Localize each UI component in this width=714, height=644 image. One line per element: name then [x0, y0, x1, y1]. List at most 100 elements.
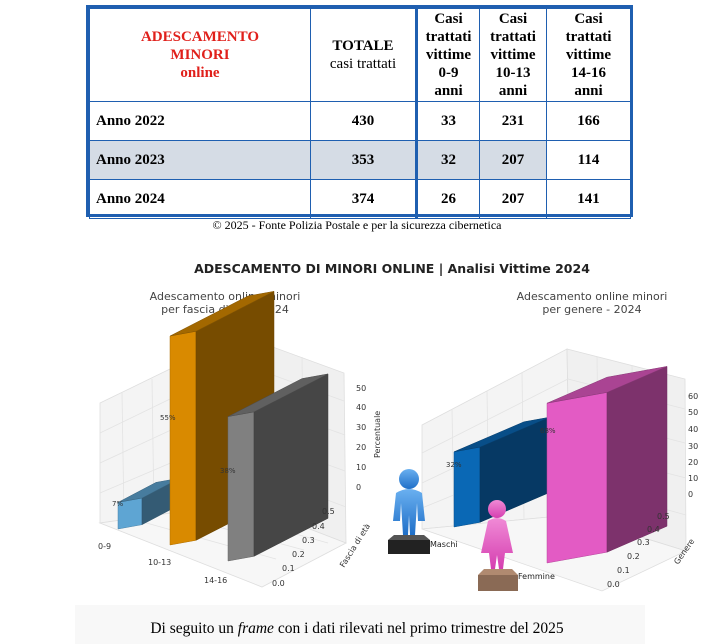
female-figure-icon — [478, 500, 518, 591]
table-title-line: MINORI — [170, 47, 230, 63]
col-header-0-9: Casi trattati vittime 0-9 anni — [416, 8, 480, 102]
age-z-tick: 0 — [356, 483, 361, 492]
table-row: Anno 2024 374 26 207 141 — [89, 179, 631, 219]
age-z-axis-label: Percentuale — [373, 411, 382, 458]
gender-y-tick: 0.3 — [637, 538, 650, 547]
col-header-line: Casi — [574, 11, 603, 27]
gender-z-tick: 30 — [688, 442, 698, 451]
cell-0-9: 33 — [416, 101, 480, 141]
gender-data-label: 68% — [540, 427, 556, 435]
gender-y-tick: 0.1 — [617, 566, 630, 575]
age-bars — [117, 290, 329, 562]
gender-bar — [453, 416, 551, 528]
age-y-tick: 0.4 — [312, 522, 325, 531]
chart-title-gender: Adescamento online minori per genere - 2… — [472, 290, 712, 316]
row-label: Anno 2022 — [89, 101, 311, 141]
age-z-tick: 40 — [356, 403, 366, 412]
gender-z-tick: 0 — [688, 490, 693, 499]
age-y-tick: 0.1 — [282, 564, 295, 573]
age-data-label: 7% — [112, 500, 123, 508]
age-z-tick: 20 — [356, 443, 366, 452]
bottom-paragraph: Di seguito un frame con i dati rilevati … — [0, 620, 714, 638]
age-z-tick: 10 — [356, 463, 366, 472]
col-header-line: anni — [434, 83, 463, 99]
table-title-line: ADESCAMENTO — [140, 29, 260, 45]
col-header-line: trattati — [425, 29, 472, 45]
victims-table: ADESCAMENTO MINORI online TOTALE casi tr… — [86, 5, 633, 219]
bottom-text-suffix: con i dati rilevati nel primo trimestre … — [273, 620, 564, 637]
female-figure-label: Femmine — [518, 572, 555, 581]
cell-0-9: 32 — [416, 140, 480, 180]
age-y-tick: 0.5 — [322, 507, 335, 516]
age-y-tick: 0.0 — [272, 579, 285, 588]
bottom-strip — [75, 605, 645, 644]
table-title-cell: ADESCAMENTO MINORI online — [89, 8, 311, 102]
col-header-line: 0-9 — [438, 65, 459, 81]
cell-0-9: 26 — [416, 179, 480, 219]
col-header-line: anni — [498, 83, 528, 99]
col-header-line: vittime — [566, 47, 611, 63]
age-data-label: 38% — [220, 467, 236, 475]
col-header-line: 14-16 — [571, 65, 606, 81]
table-row: Anno 2023 353 32 207 114 — [89, 140, 631, 180]
col-header-line: TOTALE — [332, 38, 394, 54]
col-header-line: vittime — [426, 47, 471, 63]
cell-totale: 374 — [310, 179, 418, 219]
gender-bar — [546, 366, 668, 564]
col-header-14-16: Casi trattati vittime 14-16 anni — [546, 8, 631, 102]
charts-canvas: 7% 55% 38% 0-9 10-13 14-16 0 10 20 30 40 50 Percentu… — [98, 290, 698, 592]
col-header-totale: TOTALE casi trattati — [310, 8, 418, 102]
age-data-label: 55% — [160, 414, 176, 422]
gender-y-tick: 0.2 — [627, 552, 640, 561]
gender-data-label: 32% — [446, 461, 462, 469]
gender-z-tick: 60 — [688, 392, 698, 401]
age-category-label: 14-16 — [204, 576, 227, 585]
gender-y-tick: 0.4 — [647, 525, 660, 534]
age-y-tick: 0.3 — [302, 536, 315, 545]
table-caption: © 2025 - Fonte Polizia Postale e per la … — [212, 218, 502, 232]
bottom-text-italic: frame — [237, 620, 274, 637]
col-header-line: 10-13 — [495, 65, 531, 81]
table-header-row: ADESCAMENTO MINORI online TOTALE casi tr… — [89, 8, 631, 102]
row-label: Anno 2024 — [89, 179, 311, 219]
bottom-text-prefix: Di seguito un — [150, 620, 238, 637]
table-row: Anno 2022 430 33 231 166 — [89, 101, 631, 141]
victims-figure: ADESCAMENTO DI MINORI ONLINE | Analisi V… — [92, 253, 704, 605]
gender-bars — [453, 366, 668, 564]
cell-totale: 353 — [310, 140, 418, 180]
age-category-label: 10-13 — [148, 558, 171, 567]
col-header-line: trattati — [490, 29, 536, 45]
gender-y-tick: 0.5 — [657, 512, 670, 521]
age-bar — [227, 373, 329, 562]
cell-14-16: 141 — [546, 179, 631, 219]
cell-14-16: 114 — [546, 140, 631, 180]
cell-totale: 430 — [310, 101, 418, 141]
col-header-line: trattati — [565, 29, 612, 45]
col-header-line: vittime — [490, 47, 536, 63]
col-header-line: Casi — [498, 11, 528, 27]
gender-z-tick: 10 — [688, 474, 698, 483]
age-z-tick: 30 — [356, 423, 366, 432]
cell-10-13: 207 — [479, 179, 547, 219]
chart-title-line: per genere - 2024 — [542, 303, 642, 316]
figure-title: ADESCAMENTO DI MINORI ONLINE | Analisi V… — [194, 261, 590, 276]
cell-10-13: 231 — [479, 101, 547, 141]
gender-z-tick: 50 — [688, 408, 698, 417]
gender-z-tick: 20 — [688, 458, 698, 467]
age-y-tick: 0.2 — [292, 550, 305, 559]
gender-y-tick: 0.0 — [607, 580, 620, 589]
col-header-line: Casi — [434, 11, 463, 27]
gender-z-tick: 40 — [688, 425, 698, 434]
cell-14-16: 166 — [546, 101, 631, 141]
cell-10-13: 207 — [479, 140, 547, 180]
table-title-line: online — [180, 65, 220, 81]
age-z-tick: 50 — [356, 384, 366, 393]
col-header-line: casi trattati — [329, 56, 397, 72]
chart-title-line: Adescamento online minori — [516, 290, 668, 303]
col-header-line: anni — [574, 83, 603, 99]
male-figure-icon — [388, 469, 430, 554]
age-category-label: 0-9 — [98, 542, 111, 551]
row-label: Anno 2023 — [89, 140, 311, 180]
col-header-10-13: Casi trattati vittime 10-13 anni — [479, 8, 547, 102]
male-figure-label: Maschi — [430, 540, 458, 549]
